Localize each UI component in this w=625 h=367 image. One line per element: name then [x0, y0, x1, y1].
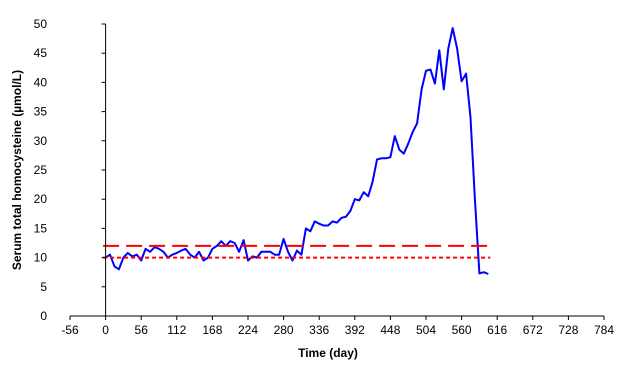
y-tick-label-5: 25	[34, 163, 48, 177]
y-tick-label-10: 50	[34, 17, 48, 31]
x-tick-label-13: 672	[523, 323, 543, 337]
x-tick-label-7: 336	[309, 323, 329, 337]
plot-area	[103, 27, 491, 275]
y-tick-label-3: 15	[34, 221, 48, 235]
axes: 0 5 10 15 20 25 30 35 40 45 50 -56 0 56 112 168 224 280 33…	[34, 17, 615, 337]
y-tick-label-9: 45	[34, 46, 48, 60]
homocysteine-line	[105, 27, 489, 275]
x-tick-label-6: 280	[274, 323, 294, 337]
y-tick-label-4: 20	[34, 192, 48, 206]
x-tick-label-8: 392	[345, 323, 365, 337]
y-tick-label-2: 10	[34, 251, 48, 265]
y-tick-label-1: 5	[40, 280, 47, 294]
y-tick-label-8: 40	[34, 75, 48, 89]
x-tick-label-0: -56	[61, 323, 79, 337]
x-axis-title: Time (day)	[298, 346, 358, 360]
x-tick-label-5: 224	[238, 323, 258, 337]
y-tick-label-6: 30	[34, 134, 48, 148]
x-tick-label-12: 616	[487, 323, 507, 337]
x-tick-label-3: 112	[167, 323, 186, 337]
x-tick-label-2: 56	[135, 323, 149, 337]
x-tick-label-15: 784	[594, 323, 614, 337]
x-tick-label-4: 168	[202, 323, 222, 337]
x-tick-label-14: 728	[558, 323, 578, 337]
x-tick-label-11: 560	[452, 323, 472, 337]
y-tick-label-7: 35	[34, 105, 48, 119]
y-axis-title: Serum total homocysteine (µmol/L)	[10, 70, 24, 270]
x-tick-label-1: 0	[102, 323, 109, 337]
x-tick-label-10: 504	[416, 323, 436, 337]
y-tick-label-0: 0	[40, 309, 47, 323]
x-tick-label-9: 448	[380, 323, 400, 337]
